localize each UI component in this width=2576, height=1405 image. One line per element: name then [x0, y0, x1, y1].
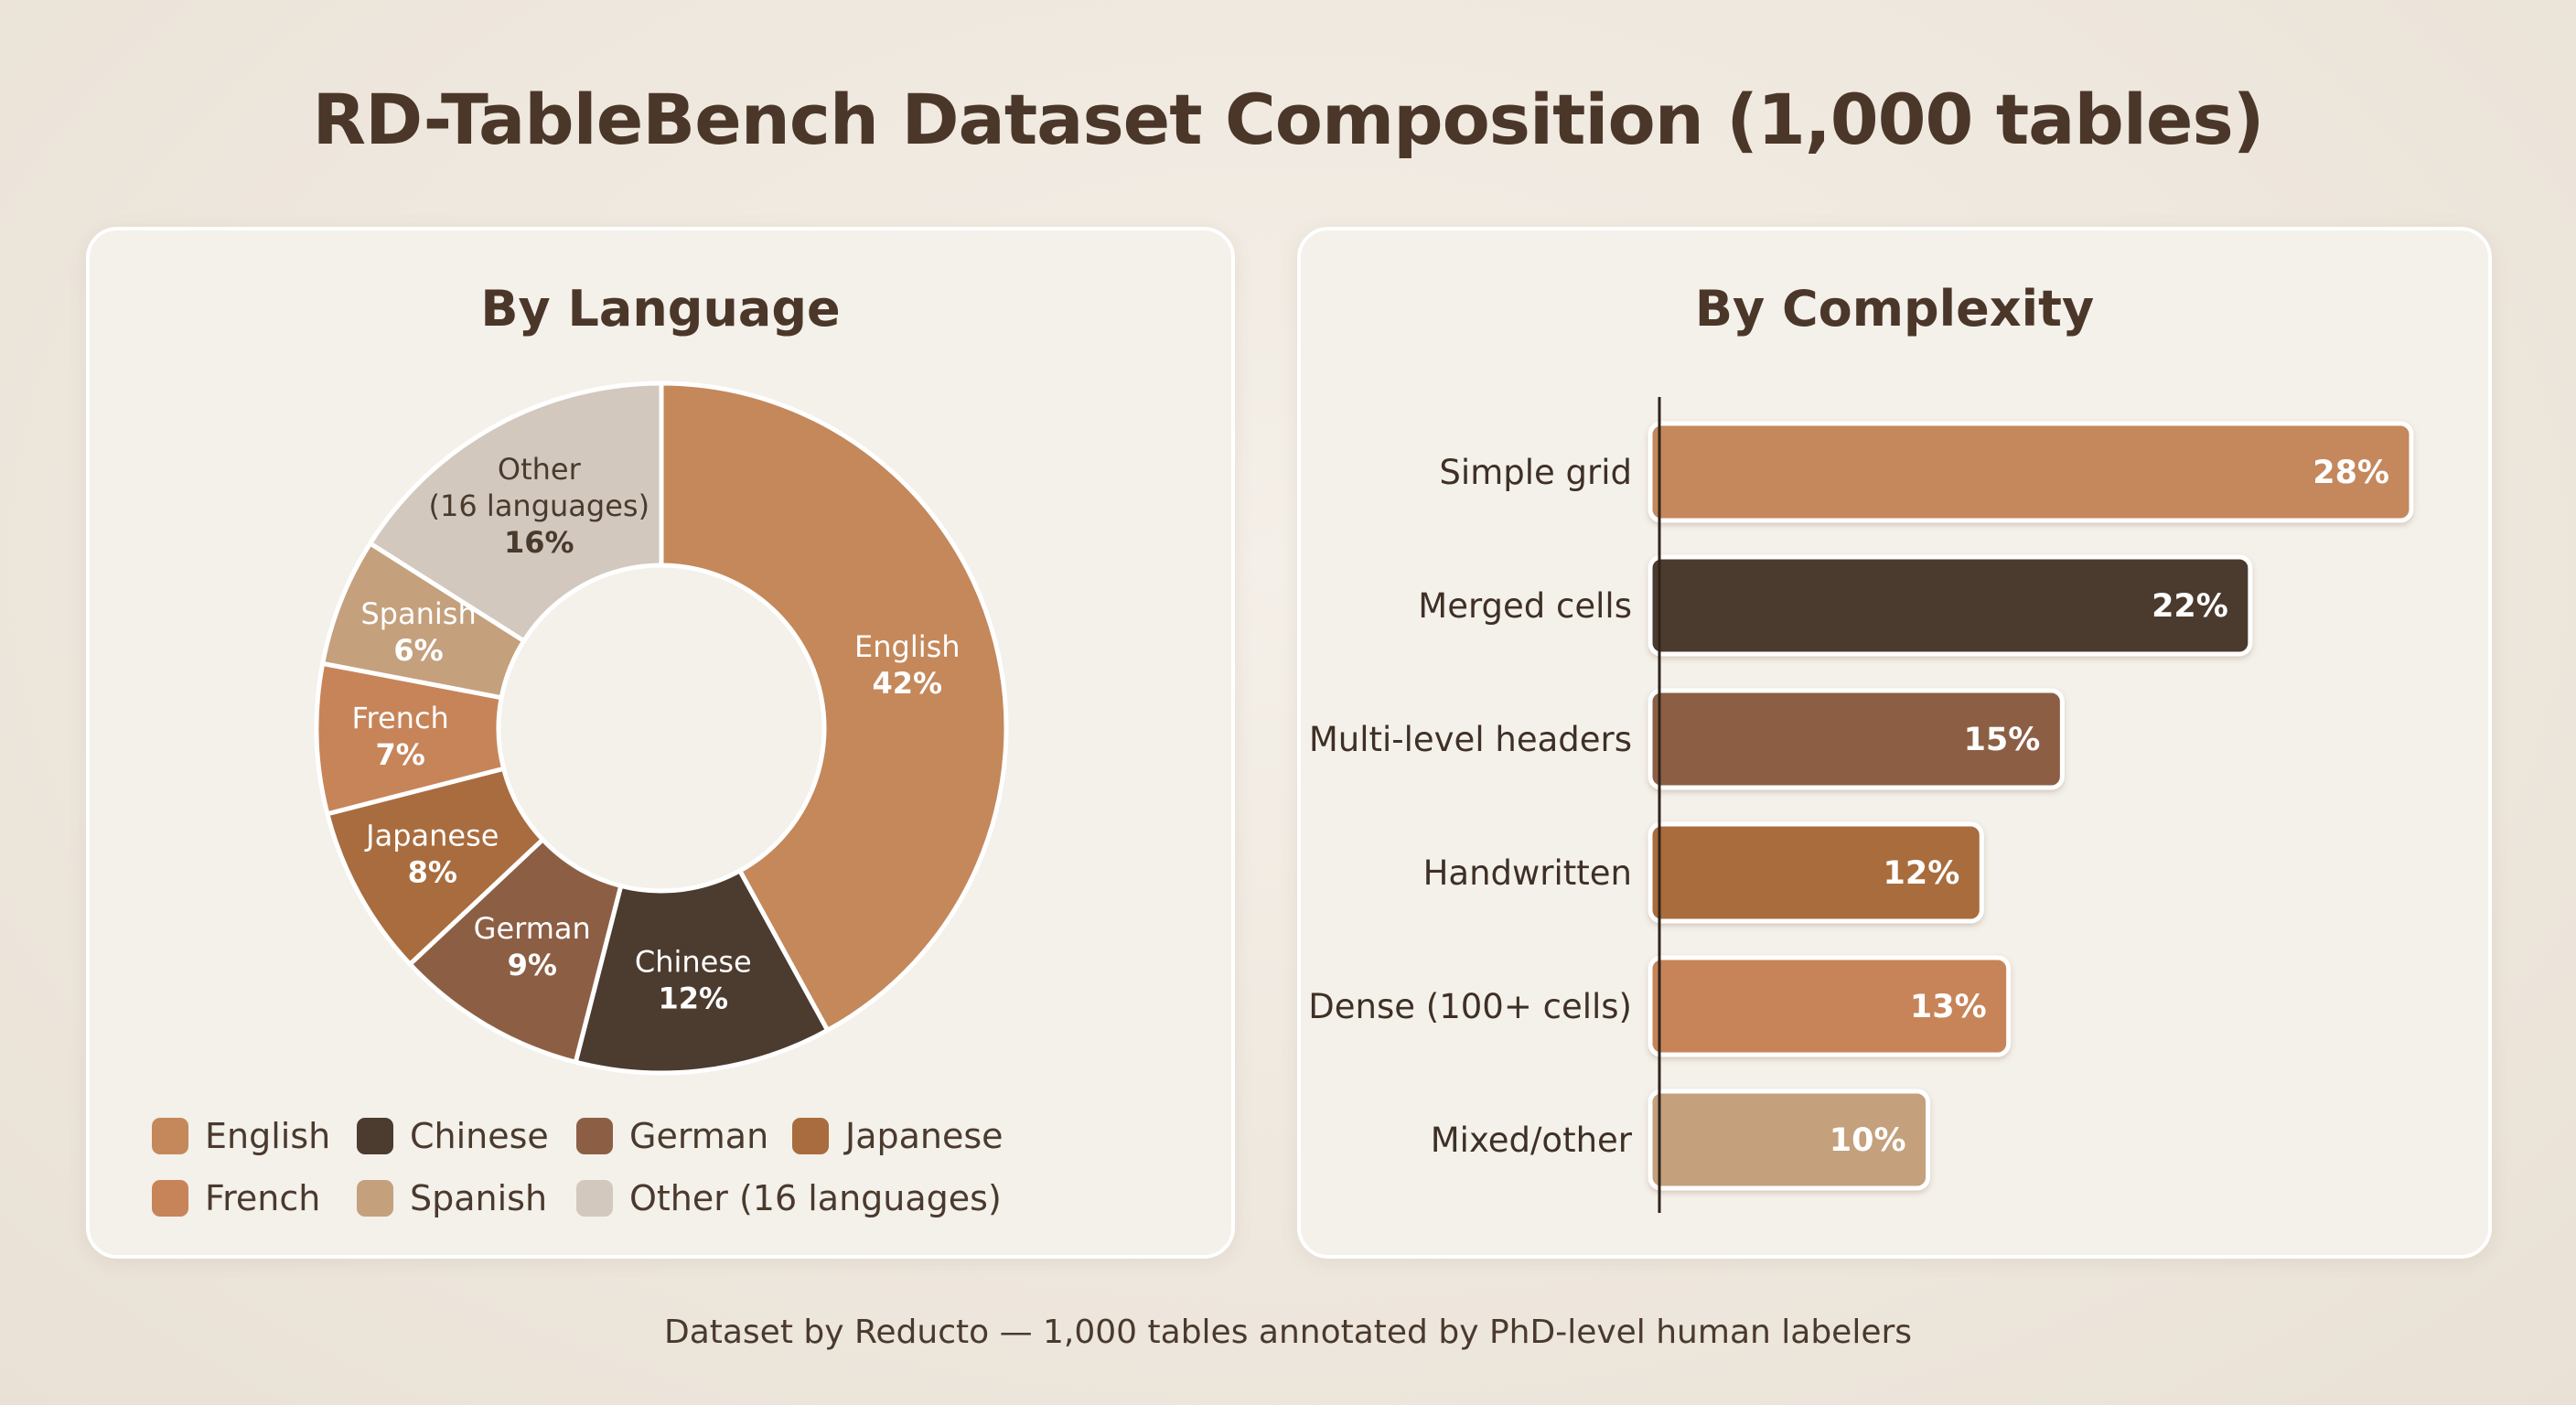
- legend-label: English: [205, 1116, 331, 1156]
- bar-value-label: 15%: [1964, 722, 2041, 758]
- legend-swatch: [152, 1118, 188, 1154]
- bar-dense-100-cells: [1648, 955, 2012, 1057]
- bar-value-label: 13%: [1910, 989, 1987, 1025]
- donut-label-value: 9%: [508, 948, 557, 982]
- bar-value-label: 12%: [1884, 855, 1960, 892]
- donut-label-other-16-languages: Other(16 languages)16%: [429, 452, 650, 560]
- donut-label-value: 42%: [872, 666, 942, 701]
- legend-swatch: [792, 1118, 829, 1154]
- bar-value-label: 28%: [2313, 455, 2389, 491]
- bar-row-simple-grid: Simple grid 28%: [1439, 421, 2414, 523]
- chart-title: RD-TableBench Dataset Composition (1,000…: [312, 79, 2265, 160]
- legend-label: Other (16 languages): [629, 1178, 1002, 1218]
- donut-slice-other-16-languages: [368, 381, 664, 644]
- language-panel-title: By Language: [480, 280, 841, 338]
- bar-category-label: Merged cells: [1418, 586, 1632, 626]
- donut-label-value: 12%: [658, 981, 728, 1015]
- bar-row-handwritten: Handwritten 12%: [1423, 821, 1984, 924]
- legend-swatch: [576, 1118, 613, 1154]
- legend-label: German: [629, 1116, 769, 1156]
- bar-category-label: Mixed/other: [1431, 1121, 1633, 1160]
- legend-item-japanese: Japanese: [792, 1116, 1004, 1156]
- legend-label: Japanese: [845, 1116, 1004, 1156]
- bar-mixed-other: [1648, 1089, 1931, 1191]
- caption: Dataset by Reducto — 1,000 tables annota…: [663, 1314, 1913, 1351]
- donut-label-name: French: [351, 701, 448, 735]
- bar-value-label: 22%: [2152, 588, 2228, 625]
- legend-label: French: [205, 1178, 321, 1218]
- legend-swatch: [357, 1118, 393, 1154]
- legend-label: Spanish: [410, 1178, 548, 1218]
- donut-label-value: 16%: [504, 525, 574, 560]
- bar-value-label: 10%: [1830, 1122, 1906, 1159]
- legend-swatch: [576, 1180, 613, 1217]
- legend-item-english: English: [152, 1116, 330, 1156]
- donut-slice-chinese: [573, 868, 831, 1076]
- legend-item-spanish: Spanish: [357, 1178, 547, 1218]
- legend-item-chinese: Chinese: [357, 1116, 549, 1156]
- donut-label-name: German: [474, 911, 591, 946]
- legend-item-french: French: [152, 1178, 320, 1218]
- donut-label-name: (16 languages): [429, 488, 650, 523]
- bar-multi-level-headers: [1648, 688, 2065, 790]
- complexity-panel-title: By Complexity: [1694, 280, 2095, 338]
- bar-row-mixed-other: Mixed/other 10%: [1431, 1089, 1931, 1191]
- bar-category-label: Dense (100+ cells): [1308, 987, 1632, 1026]
- bar-row-multi-level-headers: Multi-level headers 15%: [1309, 688, 2065, 790]
- bar-row-dense-100-cells: Dense (100+ cells) 13%: [1308, 955, 2012, 1057]
- legend-swatch: [357, 1180, 393, 1217]
- donut-label-name: Other: [498, 452, 582, 487]
- donut-label-value: 7%: [375, 737, 424, 772]
- bar-simple-grid: [1648, 421, 2414, 523]
- donut-label-value: 8%: [408, 855, 457, 890]
- bar-row-merged-cells: Merged cells 22%: [1418, 554, 2253, 657]
- legend-item-german: German: [576, 1116, 768, 1156]
- bar-merged-cells: [1648, 554, 2253, 657]
- legend-swatch: [152, 1180, 188, 1217]
- donut-label-name: Chinese: [635, 944, 752, 979]
- donut-slice-english: [659, 381, 1009, 1033]
- legend-item-other-16-languages: Other (16 languages): [576, 1178, 1002, 1218]
- bar-handwritten: [1648, 821, 1984, 924]
- donut-label-name: Japanese: [364, 819, 499, 853]
- donut-label-name: English: [854, 629, 961, 664]
- bar-category-label: Simple grid: [1439, 453, 1632, 492]
- legend-label: Chinese: [410, 1116, 549, 1156]
- donut-label-name: Spanish: [360, 596, 476, 631]
- bar-category-label: Handwritten: [1423, 853, 1632, 893]
- donut-label-value: 6%: [393, 633, 443, 668]
- bar-category-label: Multi-level headers: [1309, 720, 1632, 759]
